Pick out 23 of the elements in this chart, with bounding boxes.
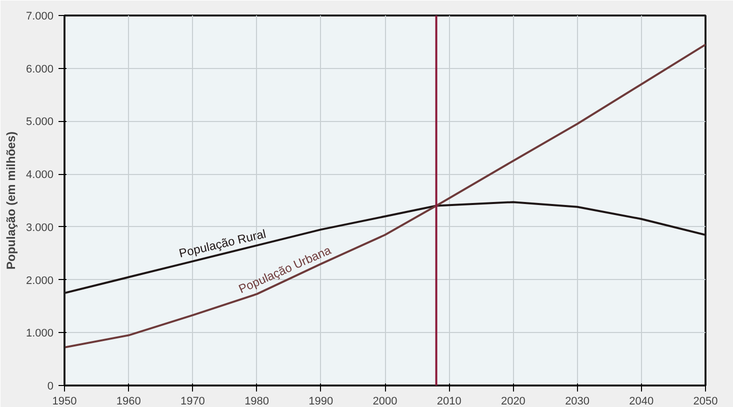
x-tick-label: 2030: [565, 396, 590, 407]
x-tick-label: 2000: [372, 396, 398, 407]
line-series: [64, 201, 706, 294]
x-tick-label: 1960: [116, 396, 141, 407]
y-tick-label: 2.000: [26, 274, 54, 287]
x-tick-label: 1980: [244, 396, 270, 407]
x-tick-label: 1970: [180, 396, 205, 407]
y-axis-title: População (em milhões): [4, 131, 18, 270]
x-tick-label: 2010: [436, 396, 462, 407]
y-tick-label: 0: [47, 380, 54, 392]
x-tick-label: 2050: [693, 396, 718, 407]
y-tick-label: 7.000: [26, 10, 54, 22]
y-tick-label: 4.000: [26, 169, 54, 182]
x-tick-label: 2020: [500, 396, 526, 407]
x-tick-label: 2040: [629, 396, 654, 407]
x-tick-label: 1990: [308, 396, 334, 407]
y-tick-label: 6.000: [26, 63, 54, 76]
y-tick-label: 5.000: [26, 116, 54, 128]
y-tick-label: 3.000: [26, 222, 54, 234]
x-tick-label: 1950: [52, 396, 77, 407]
text: População Rural: [178, 226, 268, 260]
y-tick-label: 1.000: [26, 328, 54, 340]
line-series: [64, 44, 706, 348]
